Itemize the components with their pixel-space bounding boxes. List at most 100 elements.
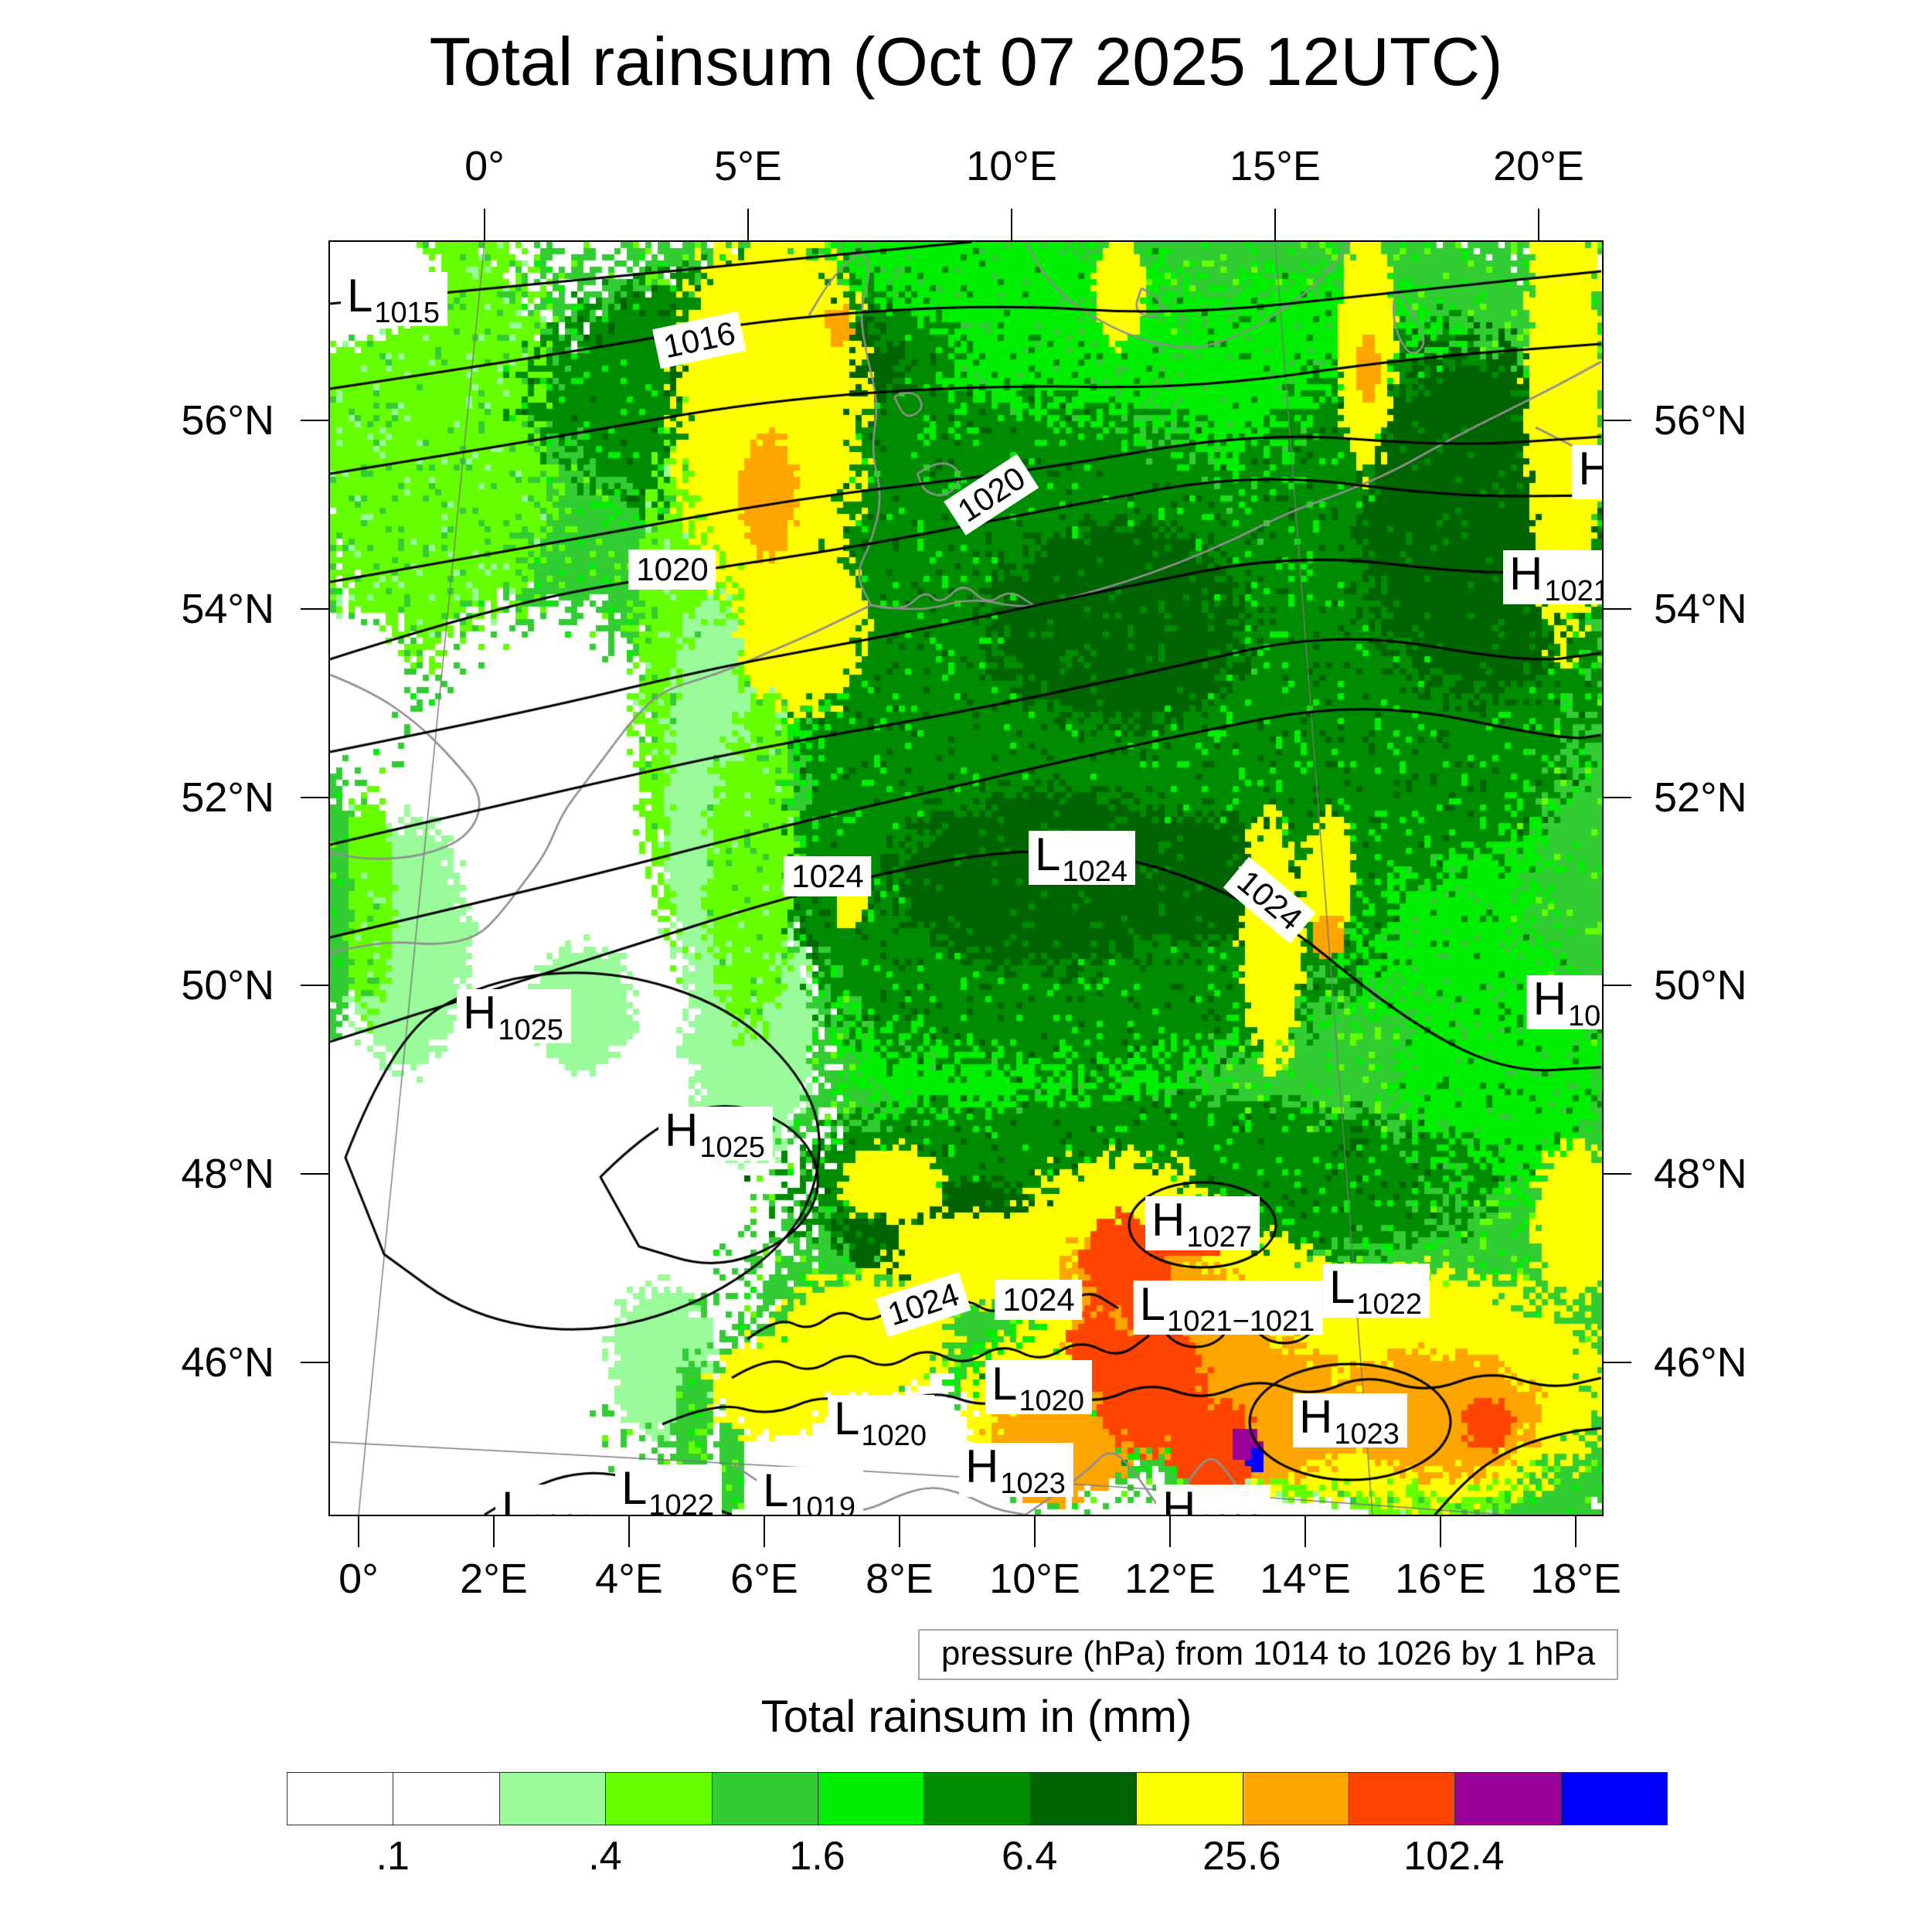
pressure-center-value: 1020: [861, 1420, 927, 1452]
page-title: Total rainsum (Oct 07 2025 12UTC): [429, 23, 1503, 100]
pressure-center-high: H: [1572, 445, 1602, 499]
colorbar-cell: [818, 1773, 925, 1825]
top-axis-label: 15°E: [1230, 143, 1321, 189]
left-axis-tick: [301, 1362, 328, 1363]
isobar-label: 1024: [784, 856, 872, 896]
pressure-center-value: 1015: [374, 297, 440, 329]
right-axis-tick: [1604, 1362, 1631, 1363]
left-axis-label: 54°N: [181, 586, 274, 632]
top-axis-label: 20°E: [1493, 143, 1584, 189]
colorbar-cell: [712, 1773, 818, 1825]
colorbar-tick-label: 6.4: [1001, 1834, 1058, 1879]
isobar-label: 1024: [995, 1280, 1083, 1320]
left-axis-label: 52°N: [181, 774, 274, 821]
pressure-center-value: 102: [1567, 1000, 1602, 1032]
right-axis-tick: [1604, 1173, 1631, 1175]
bottom-axis-tick: [764, 1516, 765, 1547]
top-axis-tick: [747, 209, 749, 240]
bottom-axis-tick: [899, 1516, 900, 1547]
pressure-center-letter: L: [621, 1462, 648, 1514]
bottom-axis-tick: [493, 1516, 495, 1547]
pressure-center-letter: H: [1532, 973, 1566, 1025]
right-axis-label: 48°N: [1654, 1151, 1747, 1197]
pressure-center-low: L1019: [757, 1467, 863, 1515]
bottom-axis-label: 6°E: [730, 1556, 798, 1602]
pressure-center-low: L1020: [985, 1360, 1092, 1417]
pressure-center-low: L1024: [1029, 828, 1135, 888]
pressure-center-letter: H: [1509, 548, 1543, 600]
top-axis-label: 5°E: [714, 143, 782, 189]
right-axis-label: 56°N: [1654, 397, 1747, 444]
top-axis-tick: [1538, 209, 1539, 240]
colorbar-cell: [1137, 1773, 1243, 1825]
pressure-center-letter: H: [665, 1104, 699, 1156]
pressure-legend-box: pressure (hPa) from 1014 to 1026 by 1 hP…: [918, 1629, 1618, 1680]
pressure-center-low: L1021: [495, 1482, 602, 1516]
pressure-center-high: H1025: [658, 1104, 773, 1164]
pressure-center-high: H1021: [1503, 548, 1604, 607]
left-axis-label: 56°N: [181, 397, 274, 444]
pressure-center-value: 1027: [1186, 1221, 1252, 1253]
pressure-center-value: 1023: [1197, 1509, 1263, 1515]
top-axis-label: 10°E: [966, 143, 1057, 189]
pressure-center-low: L1022: [1323, 1264, 1430, 1321]
pressure-center-value: 1024: [1062, 855, 1128, 888]
pressure-center-high: H1025: [457, 989, 571, 1046]
bottom-axis-label: 16°E: [1395, 1556, 1486, 1602]
right-axis-tick: [1604, 985, 1631, 986]
bottom-axis-tick: [358, 1516, 359, 1547]
pressure-center-value: 1022: [648, 1489, 714, 1516]
colorbar-tick-label: .1: [376, 1834, 410, 1879]
left-axis-tick: [301, 1173, 328, 1175]
bottom-axis-label: 18°E: [1530, 1556, 1621, 1602]
right-axis-tick: [1604, 420, 1631, 421]
pressure-center-low: L1015: [341, 272, 447, 329]
colorbar-cell: [287, 1773, 394, 1825]
colorbar-cell: [1455, 1773, 1562, 1825]
bottom-axis-tick: [1034, 1516, 1036, 1547]
left-axis-tick: [301, 797, 328, 798]
pressure-center-high: H1023: [1156, 1485, 1270, 1515]
bottom-axis-label: 8°E: [866, 1556, 934, 1602]
bottom-axis-tick: [1169, 1516, 1171, 1547]
pressure-center-letter: L: [1035, 828, 1061, 880]
pressure-center-value: 1020: [1019, 1385, 1084, 1417]
pressure-center-value: 1025: [498, 1014, 563, 1046]
right-axis-tick: [1604, 797, 1631, 798]
colorbar-cell: [1243, 1773, 1349, 1825]
pressure-center-letter: L: [502, 1482, 528, 1516]
pressure-center-value: 1021−1021: [1167, 1305, 1315, 1338]
pressure-center-letter: H: [1299, 1391, 1333, 1443]
top-axis-tick: [1011, 209, 1012, 240]
colorbar-tick-label: 1.6: [789, 1834, 845, 1879]
bottom-axis-label: 0°: [338, 1556, 379, 1602]
pressure-center-value: 1025: [699, 1131, 765, 1164]
colorbar-cell: [393, 1773, 500, 1825]
right-axis-label: 50°N: [1654, 962, 1747, 1009]
bottom-axis-label: 14°E: [1260, 1556, 1351, 1602]
colorbar-cell: [1030, 1773, 1138, 1825]
colorbar-tick-label: 102.4: [1403, 1834, 1505, 1879]
right-axis-label: 46°N: [1654, 1339, 1747, 1386]
pressure-center-value: 1023: [1334, 1418, 1400, 1451]
pressure-center-low: L1022: [615, 1462, 722, 1516]
pressure-center-value: 1021: [529, 1509, 594, 1515]
colorbar-tick-label: 25.6: [1202, 1834, 1281, 1879]
bottom-axis-label: 4°E: [595, 1556, 663, 1602]
bottom-axis-label: 12°E: [1124, 1556, 1216, 1602]
bottom-axis-tick: [628, 1516, 630, 1547]
colorbar-tick-label: .4: [588, 1834, 622, 1879]
pressure-center-letter: L: [834, 1393, 860, 1444]
pressure-center-value: 1022: [1356, 1288, 1422, 1321]
pressure-center-value: 1021: [1544, 575, 1604, 607]
pressure-center-value: 1023: [1000, 1468, 1066, 1500]
pressure-center-letter: H: [965, 1440, 999, 1492]
colorbar-cell: [606, 1773, 713, 1825]
left-axis-label: 50°N: [181, 962, 274, 1009]
isobar-label: 1020: [628, 549, 716, 590]
right-axis-label: 54°N: [1654, 586, 1747, 632]
left-axis-tick: [301, 420, 328, 421]
pressure-center-high: H102: [1526, 973, 1602, 1032]
map-panel: 1016102010201024102410241024L1015HH1021L…: [328, 240, 1604, 1516]
